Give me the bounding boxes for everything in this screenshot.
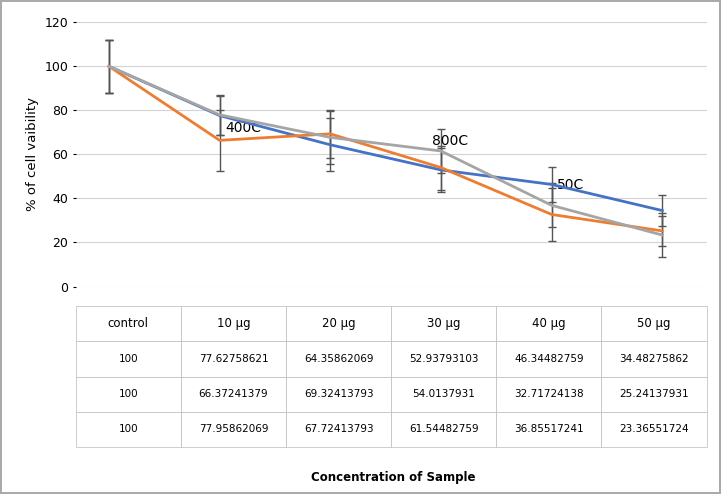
Text: Concentration of Sample: Concentration of Sample (311, 471, 475, 484)
Text: 400C: 400C (225, 121, 261, 135)
Text: 50C: 50C (557, 178, 585, 192)
Y-axis label: % of cell vaibility: % of cell vaibility (26, 97, 39, 211)
Text: 800C: 800C (432, 134, 468, 148)
